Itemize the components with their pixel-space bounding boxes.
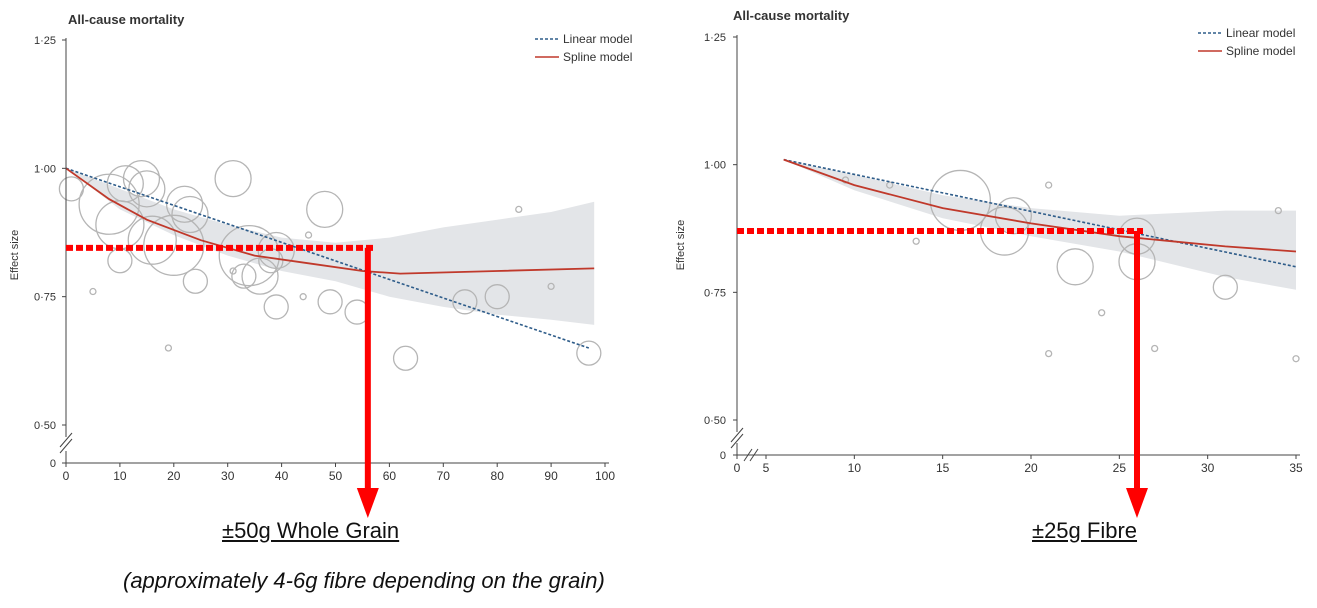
study-bubble [89, 287, 97, 296]
study-bubble [912, 237, 920, 245]
annotation-arrow-head [356, 488, 379, 518]
x-tick-label: 25 [1113, 461, 1127, 475]
caption-fibre: ±25g Fibre [1032, 518, 1138, 543]
study-bubble [127, 215, 177, 265]
x-tick-label: 30 [1201, 461, 1215, 475]
y-tick-label: 0·50 [704, 415, 726, 427]
study-bubble [229, 267, 237, 275]
legend: Linear model Spline model [1198, 26, 1295, 58]
x-tick-label: 70 [437, 469, 451, 483]
x-tick-label: 40 [275, 469, 289, 483]
study-bubble [306, 190, 344, 229]
y-tick-label: 1·25 [34, 35, 56, 47]
legend-label: Spline model [563, 50, 632, 64]
linear-model-line [783, 158, 1297, 268]
legend-label: Spline model [1226, 44, 1295, 58]
study-bubble [231, 263, 257, 289]
study-bubble [304, 231, 313, 239]
y-tick-label: 0 [720, 450, 726, 462]
caption-fibre-note: (approximately 4-6g fibre depending on t… [123, 568, 605, 593]
x-tick-label: 100 [595, 469, 615, 483]
study-bubble [182, 268, 209, 294]
study-bubble [165, 185, 204, 223]
x-tick-label: 20 [1024, 461, 1038, 475]
linear-model-line [65, 167, 590, 349]
x-tick-label: 60 [383, 469, 397, 483]
study-bubble [576, 340, 602, 366]
chart-right-fibre: All-cause mortality Effect size 0 0·50 0·75 1… [675, 8, 1303, 518]
y-tick-label: 1·00 [34, 163, 56, 175]
x-tick-label: 0 [63, 469, 70, 483]
study-bubble [317, 289, 343, 315]
y-tick-label: 1·00 [704, 160, 726, 172]
study-bubble [1045, 349, 1053, 358]
x-tick-label: 30 [221, 469, 235, 483]
y-axis-break-mark [59, 432, 73, 448]
y-tick-label: 0·75 [704, 287, 726, 299]
study-bubble [1212, 274, 1238, 300]
x-tick-label: 50 [329, 469, 343, 483]
study-bubble [1056, 248, 1094, 286]
annotation-arrow-head [1126, 488, 1148, 518]
study-bubble [218, 224, 280, 287]
study-bubble [484, 284, 510, 310]
study-bubble [1045, 181, 1053, 189]
legend: Linear model Spline model [535, 32, 632, 64]
caption-whole-grain: ±50g Whole Grain [222, 518, 400, 543]
study-bubble [164, 344, 173, 352]
x-tick-label: 15 [936, 461, 950, 475]
chart-title: All-cause mortality [733, 8, 850, 23]
chart-left-whole-grain: All-cause mortality Effect size 0 0·50 0·75 1… [9, 12, 632, 518]
study-bubble [1274, 206, 1282, 215]
study-bubble [1151, 344, 1159, 353]
x-tick-label: 80 [491, 469, 505, 483]
study-bubble [452, 289, 478, 315]
y-tick-label: 1·25 [704, 32, 726, 44]
x-tick-label: 0 [734, 461, 741, 475]
study-bubble [128, 170, 166, 208]
study-bubble [106, 165, 144, 203]
legend-label: Linear model [563, 32, 632, 46]
y-axis-break-mark [730, 433, 744, 449]
study-bubble [143, 214, 205, 276]
study-bubble [515, 205, 523, 214]
study-bubble [107, 248, 133, 274]
spline-model-line [783, 158, 1297, 253]
study-bubble [1292, 355, 1300, 363]
study-bubble [299, 293, 307, 301]
y-tick-label: 0·75 [34, 292, 56, 304]
x-tick-label: 10 [113, 469, 127, 483]
study-bubble [547, 282, 555, 291]
chart-title: All-cause mortality [68, 12, 185, 27]
x-tick-label: 35 [1289, 461, 1303, 475]
study-bubble [263, 294, 289, 320]
study-bubble [78, 173, 140, 235]
study-bubble [886, 181, 894, 189]
study-bubble [1098, 309, 1106, 317]
x-tick-label: 5 [763, 461, 770, 475]
x-tick-label: 20 [167, 469, 181, 483]
study-bubble [214, 159, 252, 198]
x-tick-label: 90 [544, 469, 558, 483]
y-tick-label: 0·50 [34, 420, 56, 432]
spline-model-line [65, 167, 595, 275]
y-axis-break-mark [59, 438, 73, 454]
study-bubble [122, 159, 161, 198]
x-axis-break-mark [743, 448, 753, 462]
study-bubble [171, 195, 209, 234]
y-tick-label: 0 [50, 458, 56, 470]
x-axis-break-mark [749, 448, 759, 462]
y-axis-break-mark [730, 427, 744, 443]
y-axis-label: Effect size [9, 230, 21, 281]
y-axis-label: Effect size [675, 220, 687, 271]
study-bubble [392, 345, 419, 371]
x-tick-label: 10 [848, 461, 862, 475]
legend-label: Linear model [1226, 26, 1295, 40]
